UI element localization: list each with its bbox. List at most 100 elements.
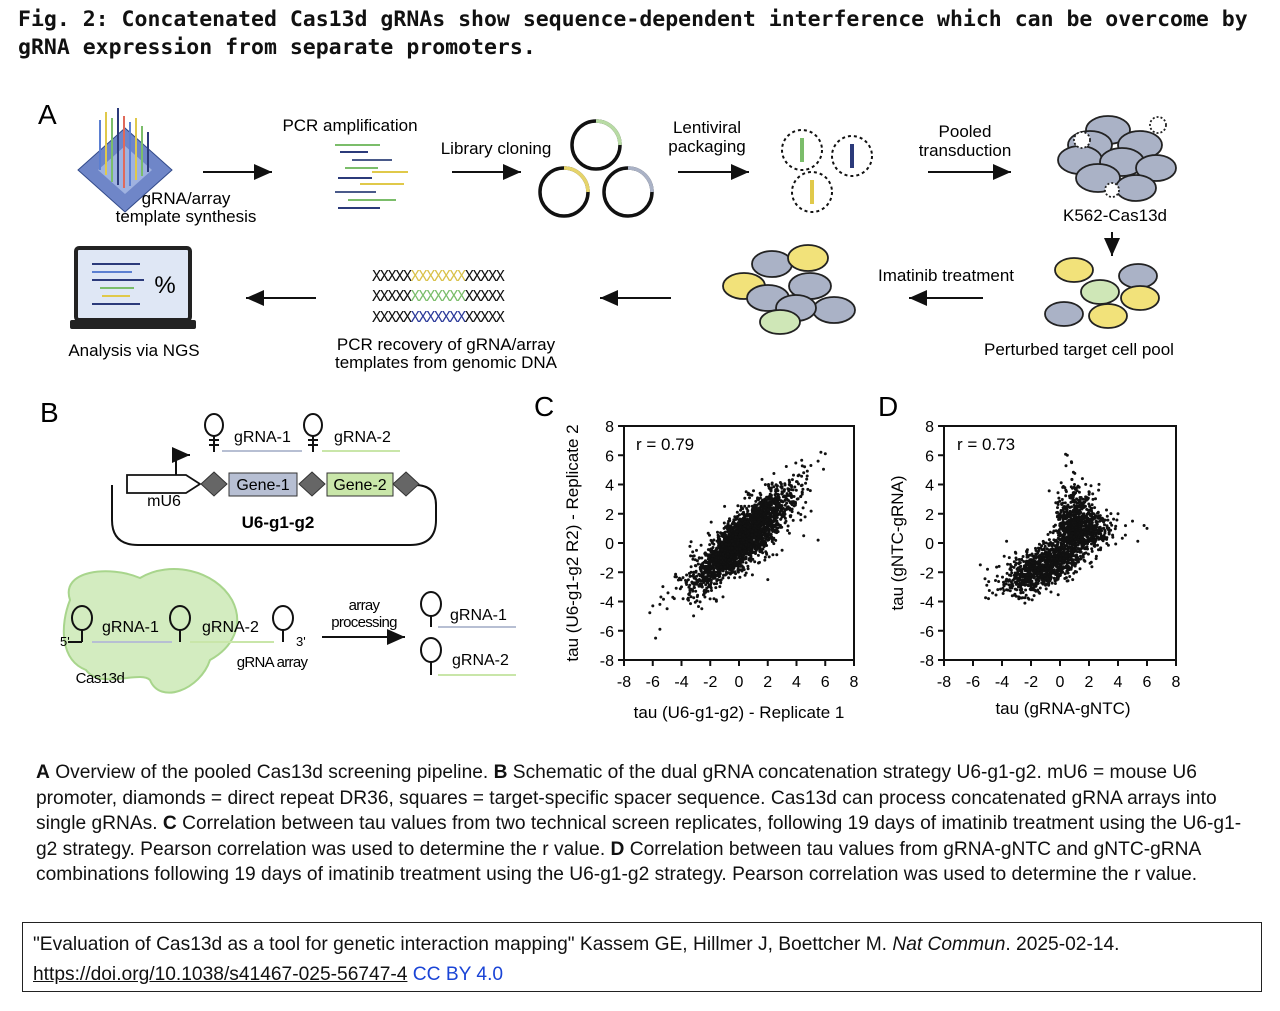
data-point	[710, 589, 713, 592]
xlabel-d: tau (gRNA-gNTC)	[995, 699, 1130, 718]
doi-link[interactable]: https://doi.org/10.1038/s41467-025-56747…	[33, 964, 408, 985]
data-point	[1063, 486, 1067, 490]
data-point	[1041, 563, 1045, 567]
data-point	[791, 488, 795, 492]
data-point	[735, 542, 739, 546]
data-point	[1105, 508, 1108, 512]
data-point	[735, 557, 738, 561]
y-tick-label: 6	[605, 448, 614, 465]
data-point	[691, 588, 694, 592]
data-point	[1008, 567, 1012, 571]
data-point	[1085, 545, 1089, 549]
data-point	[759, 502, 763, 506]
data-point	[1074, 514, 1077, 518]
data-point	[724, 542, 728, 546]
data-point	[749, 555, 753, 559]
data-point	[1084, 495, 1088, 499]
data-point	[1030, 598, 1034, 602]
data-point	[770, 515, 774, 519]
data-point	[801, 487, 805, 491]
data-point	[987, 597, 990, 601]
data-point	[762, 512, 766, 516]
license-link[interactable]: CC BY 4.0	[412, 964, 504, 985]
data-point	[809, 509, 813, 513]
data-point	[1077, 490, 1081, 494]
data-point	[695, 582, 699, 586]
data-point	[734, 535, 738, 539]
data-point	[819, 450, 823, 454]
data-point	[1099, 548, 1102, 552]
data-point	[673, 575, 677, 579]
data-point	[730, 546, 734, 550]
data-point	[738, 535, 742, 539]
data-point	[685, 583, 689, 586]
data-point	[1049, 548, 1053, 552]
data-point	[716, 578, 720, 582]
data-point	[1084, 551, 1088, 555]
data-point	[718, 540, 722, 544]
data-point	[777, 493, 780, 497]
data-point	[804, 481, 808, 485]
data-point	[1091, 497, 1095, 501]
data-point	[1094, 557, 1098, 561]
data-point	[747, 504, 751, 508]
data-point	[1056, 491, 1060, 495]
data-point	[802, 534, 806, 538]
data-point	[1070, 563, 1074, 567]
y-tick-label: -8	[920, 653, 934, 670]
data-point	[1081, 512, 1085, 516]
data-point	[785, 501, 789, 505]
data-point	[763, 543, 767, 547]
data-point	[706, 572, 710, 576]
data-point	[716, 563, 720, 567]
data-point	[728, 537, 732, 540]
data-point	[747, 551, 751, 555]
data-point	[809, 464, 813, 467]
data-point	[1059, 569, 1062, 573]
data-point	[728, 546, 732, 550]
data-point	[1066, 571, 1070, 575]
data-point	[701, 561, 705, 565]
data-point	[757, 506, 761, 510]
data-point	[1080, 507, 1084, 511]
data-point	[1016, 576, 1020, 580]
data-point	[695, 574, 699, 578]
data-point	[721, 576, 725, 580]
data-point	[748, 493, 752, 497]
data-point	[1101, 536, 1105, 540]
data-point	[1067, 518, 1071, 522]
data-point	[1055, 557, 1059, 561]
grna2-top-label: gRNA-2	[334, 429, 391, 446]
data-point	[1028, 563, 1032, 566]
data-point	[1098, 514, 1102, 518]
data-point	[978, 563, 982, 567]
data-point	[785, 492, 789, 496]
data-point	[1025, 553, 1029, 557]
data-point	[723, 530, 727, 534]
data-point	[1073, 492, 1077, 495]
data-point	[786, 529, 790, 532]
data-point	[783, 521, 787, 525]
cloning-label: Library cloning	[441, 139, 552, 158]
y-tick-label: 4	[925, 478, 934, 495]
data-point	[710, 575, 714, 579]
data-point	[686, 578, 690, 582]
data-point	[1101, 517, 1105, 521]
cas13d-blob	[62, 568, 239, 694]
x-tick-label: -2	[1024, 674, 1038, 691]
data-point	[1048, 569, 1052, 573]
data-point	[706, 589, 710, 593]
x-tick-label: 0	[1056, 674, 1065, 691]
data-point	[1064, 464, 1068, 468]
data-point	[739, 525, 742, 529]
data-point	[709, 547, 713, 551]
data-point	[1031, 582, 1035, 586]
data-point	[1076, 531, 1080, 535]
data-point	[1008, 563, 1012, 566]
data-point	[1089, 513, 1093, 517]
data-point	[737, 562, 741, 566]
data-point	[716, 569, 720, 573]
data-point	[1063, 577, 1067, 580]
data-point	[772, 485, 776, 489]
data-point	[731, 542, 735, 546]
